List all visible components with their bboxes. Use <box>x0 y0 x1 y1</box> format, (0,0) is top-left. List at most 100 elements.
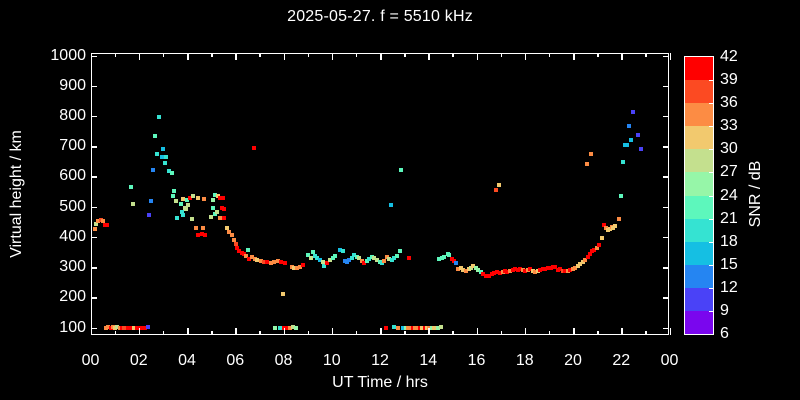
data-point <box>200 225 205 230</box>
data-point <box>422 325 427 330</box>
colorbar-segment <box>685 149 713 173</box>
colorbar-segment <box>685 241 713 266</box>
colorbar-tick-label: 18 <box>720 232 738 250</box>
data-point <box>474 265 479 270</box>
data-point <box>185 197 190 202</box>
data-point <box>186 202 191 207</box>
data-point <box>413 325 418 330</box>
data-point <box>211 206 216 211</box>
data-point <box>193 225 198 230</box>
data-point <box>580 260 585 265</box>
data-point <box>199 232 204 237</box>
colorbar-segment <box>685 80 713 104</box>
data-point <box>461 267 466 272</box>
data-point <box>589 151 594 156</box>
data-point <box>104 223 109 228</box>
data-point <box>546 265 551 270</box>
data-point <box>389 258 394 263</box>
data-point <box>285 325 290 330</box>
x-tick-label: 02 <box>129 352 148 369</box>
data-point <box>456 267 461 272</box>
data-point <box>391 255 396 260</box>
colorbar-tick-label: 39 <box>720 71 738 89</box>
colorbar-segment <box>685 264 713 289</box>
data-point <box>568 267 573 272</box>
data-point <box>337 247 342 252</box>
data-point <box>588 252 593 257</box>
colorbar-tick-label: 15 <box>720 255 738 273</box>
data-point <box>297 264 302 269</box>
data-point <box>320 260 325 265</box>
data-point <box>496 183 501 188</box>
data-point <box>218 215 223 220</box>
data-point <box>450 257 455 262</box>
data-point <box>408 325 413 330</box>
data-point <box>249 254 254 259</box>
y-tick-label: 500 <box>59 197 86 215</box>
x-tick-label: 20 <box>564 352 582 369</box>
data-point <box>244 253 249 258</box>
data-point <box>201 196 206 201</box>
x-tick-label: 04 <box>178 352 196 369</box>
data-point <box>155 152 160 157</box>
data-point <box>347 257 352 262</box>
x-tick-label: 06 <box>226 352 245 369</box>
data-point <box>489 272 494 277</box>
data-point <box>502 268 507 273</box>
x-tick-label: 22 <box>612 352 631 369</box>
data-point <box>518 267 523 272</box>
data-point <box>622 143 627 148</box>
data-point <box>604 226 609 231</box>
data-point <box>167 169 172 174</box>
data-point <box>471 263 476 268</box>
data-point <box>508 268 513 273</box>
data-point <box>164 155 168 160</box>
data-point <box>578 262 583 267</box>
data-point <box>310 250 315 255</box>
data-point <box>382 258 387 263</box>
data-point <box>592 247 597 252</box>
y-tick-label: 700 <box>59 137 86 155</box>
data-point <box>505 270 510 275</box>
data-point <box>602 222 607 227</box>
data-point <box>543 267 548 272</box>
data-point <box>282 261 287 266</box>
colorbar-segment <box>685 287 713 312</box>
data-point <box>102 223 107 228</box>
colorbar-tick-label: 27 <box>720 163 738 181</box>
data-point <box>128 184 133 189</box>
data-point <box>179 210 184 215</box>
x-tick-label: 16 <box>467 352 486 369</box>
data-point <box>159 154 164 159</box>
data-point <box>258 258 263 263</box>
data-point <box>359 258 364 263</box>
x-tick-label: 08 <box>274 352 293 369</box>
data-point <box>403 325 408 330</box>
data-point <box>638 146 643 151</box>
data-point <box>171 193 176 198</box>
y-tick-label: 400 <box>59 227 86 245</box>
data-point <box>435 325 440 330</box>
data-point <box>98 218 103 223</box>
data-point <box>599 235 604 240</box>
y-axis-title: Virtual height / km <box>8 130 25 258</box>
data-point <box>384 254 389 259</box>
data-point <box>293 325 298 330</box>
colorbar-segment <box>685 172 713 196</box>
data-point <box>631 110 636 115</box>
data-point <box>372 256 377 261</box>
data-point <box>394 253 399 258</box>
data-point <box>95 218 100 223</box>
data-point <box>463 268 468 273</box>
data-point <box>113 325 118 330</box>
data-point <box>548 265 553 270</box>
x-tick-label: 12 <box>371 352 389 369</box>
data-point <box>458 265 463 270</box>
data-point <box>447 252 452 257</box>
x-tick-label: 18 <box>515 352 534 369</box>
data-point <box>181 196 186 201</box>
data-point <box>281 291 286 296</box>
data-point <box>235 246 240 251</box>
colorbar-segment <box>685 195 713 220</box>
